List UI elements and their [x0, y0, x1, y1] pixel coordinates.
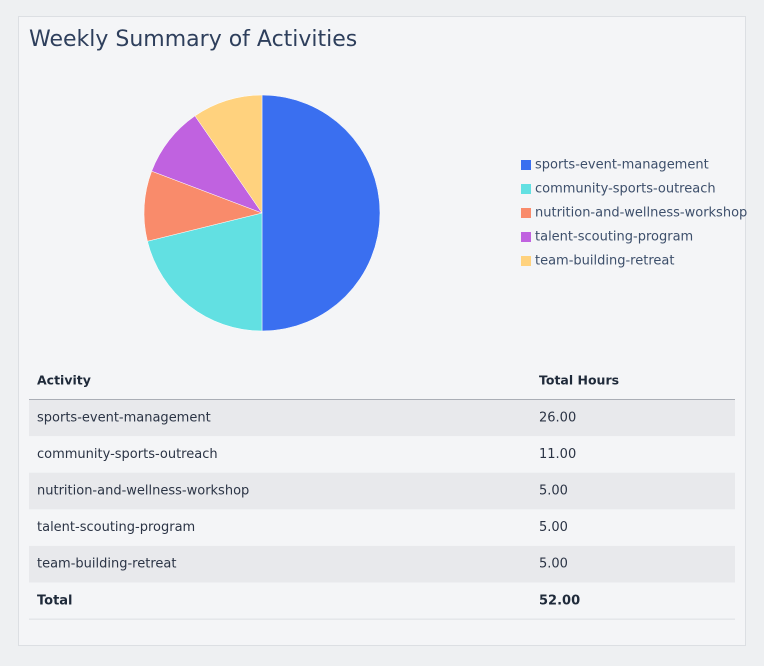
table-cell: 5.00 — [539, 520, 568, 535]
pie-slice — [147, 212, 263, 332]
table-cell: talent-scouting-program — [37, 520, 195, 535]
legend-swatch — [521, 160, 531, 170]
table-header: Activity — [37, 373, 91, 388]
table-cell: 5.00 — [539, 484, 568, 499]
table-header: Total Hours — [539, 373, 619, 388]
row-stripe — [29, 545, 735, 583]
legend-label: sports-event-management — [535, 158, 709, 173]
legend-label: community-sports-outreach — [535, 182, 716, 197]
table-cell: 11.00 — [539, 447, 576, 462]
legend-swatch — [521, 184, 531, 194]
legend-label: team-building-retreat — [535, 254, 674, 269]
table-cell: team-building-retreat — [37, 557, 176, 572]
legend-swatch — [521, 232, 531, 242]
table-total: 52.00 — [539, 593, 580, 608]
legend-swatch — [521, 208, 531, 218]
card — [18, 16, 746, 646]
table-total: Total — [37, 593, 73, 608]
table-cell: sports-event-management — [37, 410, 211, 425]
row-stripe — [29, 472, 735, 510]
legend-label: nutrition-and-wellness-workshop — [535, 206, 747, 221]
row-stripe — [29, 399, 735, 437]
legend-label: talent-scouting-program — [535, 230, 693, 245]
table-cell: nutrition-and-wellness-workshop — [37, 484, 249, 499]
table-cell: 5.00 — [539, 557, 568, 572]
table-cell: 26.00 — [539, 410, 576, 425]
chart-title: Weekly Summary of Activities — [29, 27, 357, 52]
legend-swatch — [521, 256, 531, 266]
pie-slice — [261, 94, 381, 332]
table-cell: community-sports-outreach — [37, 447, 218, 462]
pie-slice — [194, 94, 263, 214]
